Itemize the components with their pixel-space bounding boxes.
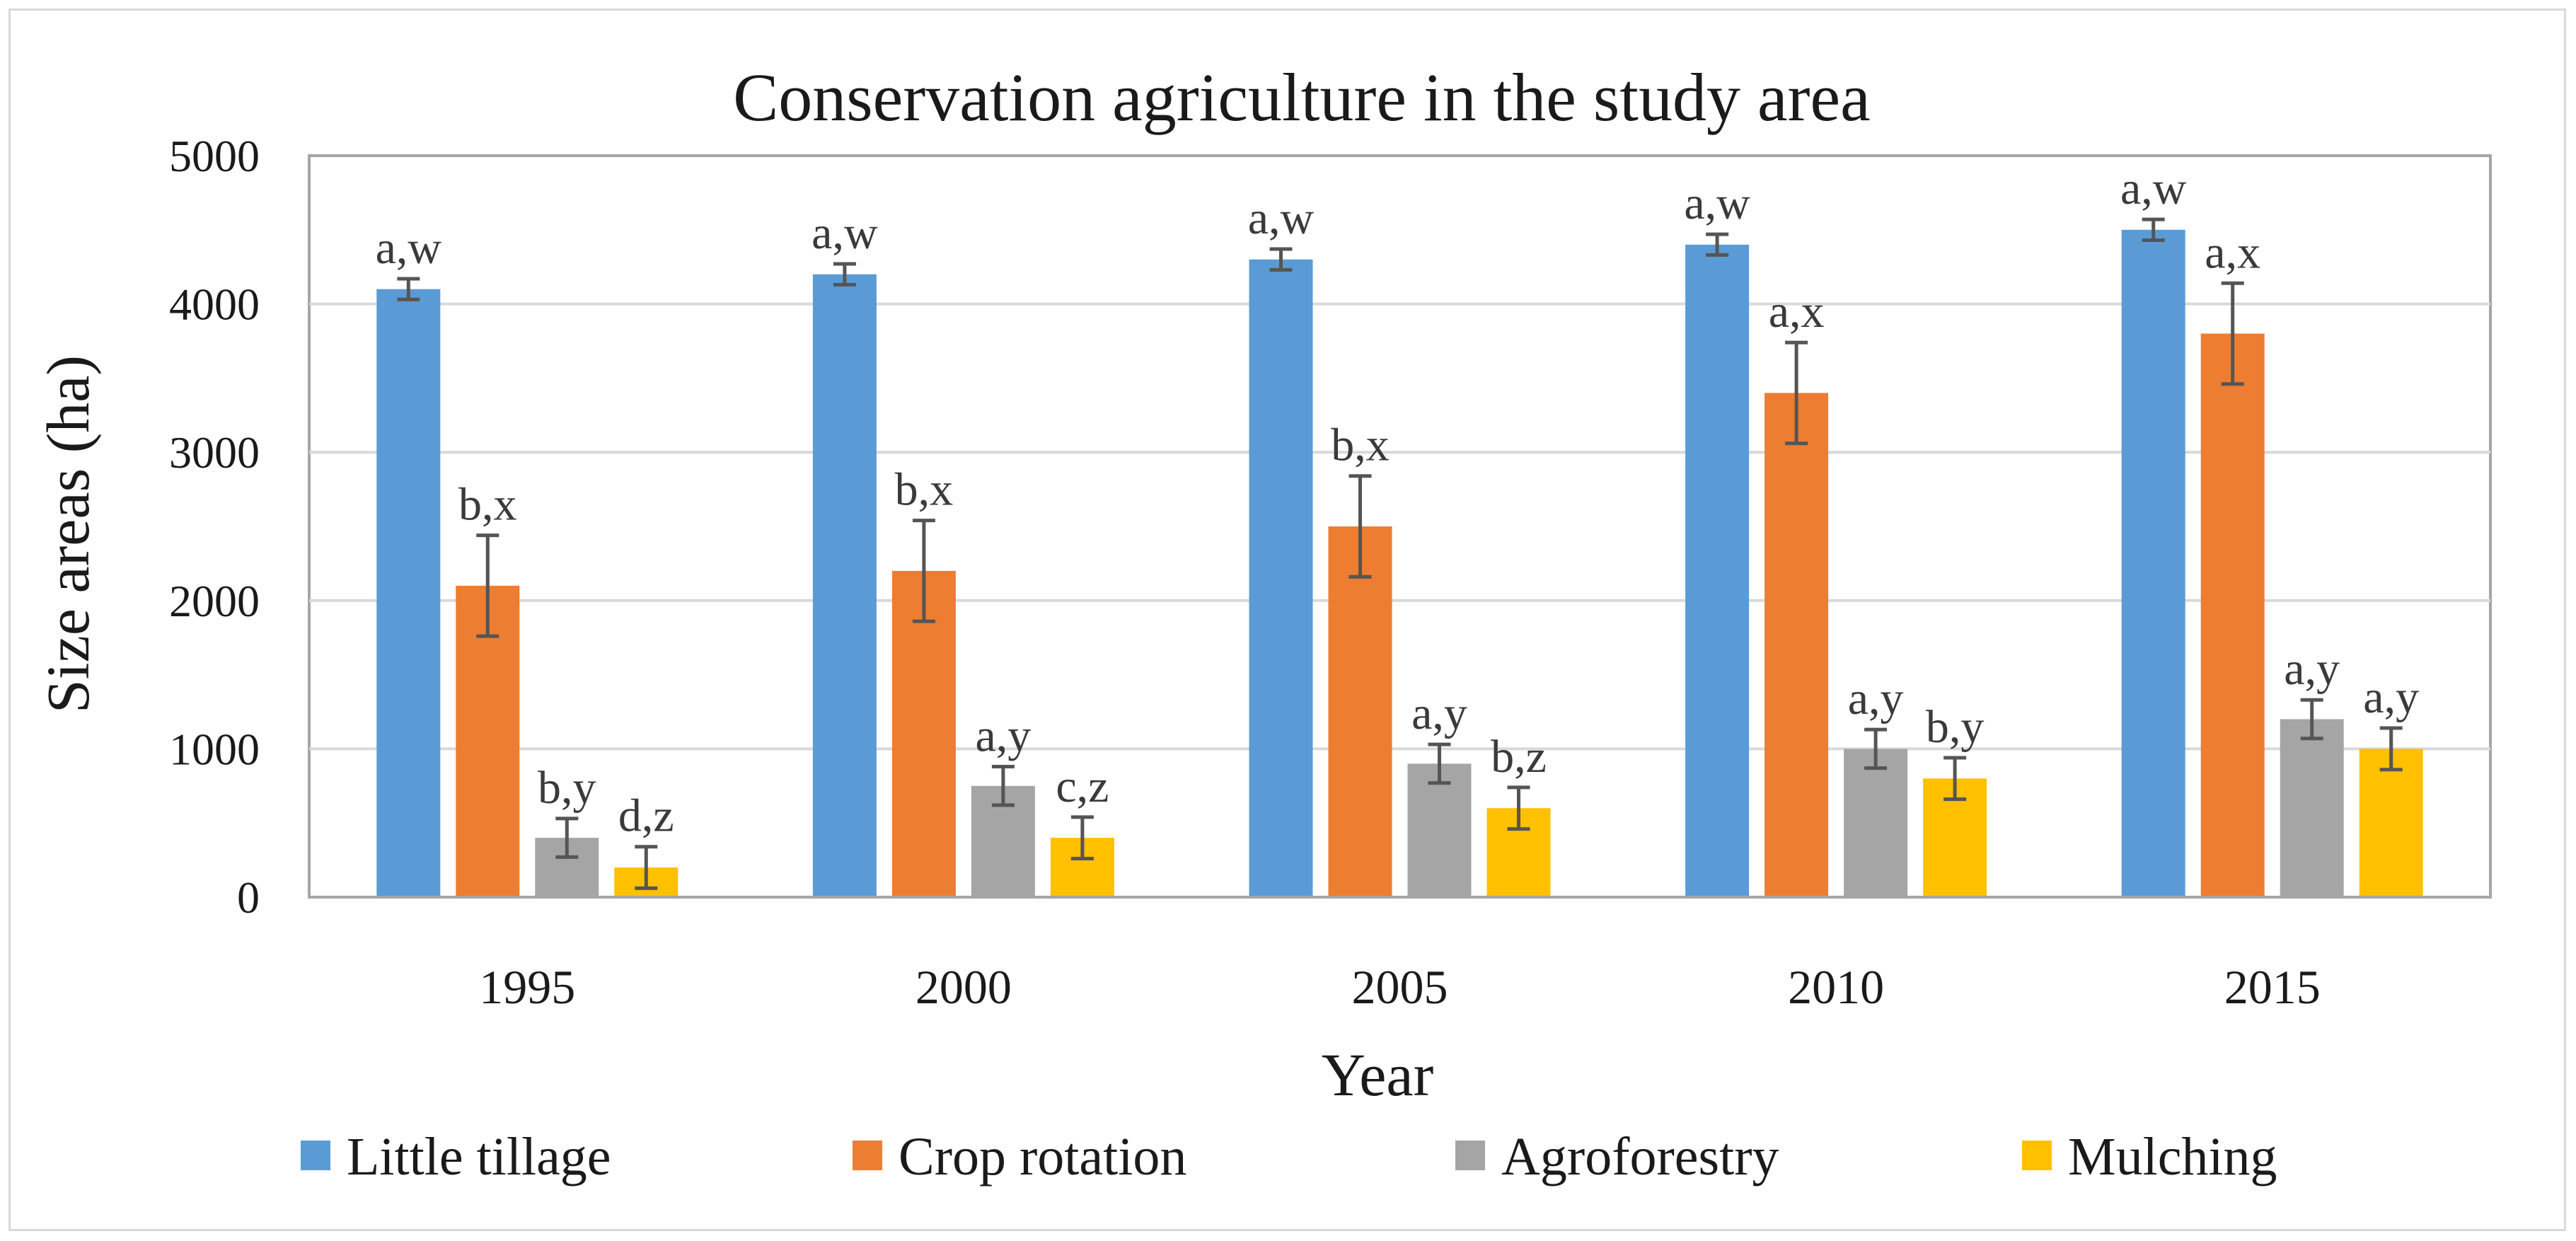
legend-label: Mulching	[2068, 1127, 2277, 1187]
bar-little-tillage	[1249, 259, 1313, 898]
bar-agroforestry	[1844, 749, 1908, 897]
legend-label: Little tillage	[347, 1127, 611, 1187]
legend-swatch-agroforestry	[1455, 1141, 1485, 1170]
legend-swatch-crop-rotation	[853, 1141, 882, 1170]
chart-title: Conservation agriculture in the study ar…	[733, 59, 1870, 135]
bar-crop-rotation	[1764, 393, 1829, 897]
x-tick-label: 1995	[479, 960, 575, 1014]
plot-area: 0 1000 2000 3000 4000 5000 a,w b,x b,y d,z 1995 a,w…	[169, 131, 2492, 1014]
bar-crop-rotation	[2200, 333, 2265, 897]
data-label: a,x	[1769, 286, 1825, 337]
data-label: a,w	[2120, 163, 2187, 214]
legend-swatch-mulching	[2022, 1141, 2052, 1170]
x-tick-label: 2015	[2224, 960, 2321, 1014]
data-label: a,y	[2284, 643, 2340, 695]
bar-little-tillage	[376, 289, 441, 897]
y-tick-label: 0	[237, 872, 260, 923]
legend-label: Agroforestry	[1501, 1127, 1779, 1187]
data-label: a,y	[1411, 688, 1467, 739]
bar-little-tillage	[2121, 229, 2185, 897]
data-label: a,y	[2363, 671, 2419, 723]
data-label: a,w	[376, 222, 442, 274]
y-tick-label: 2000	[169, 576, 260, 626]
data-label: b,x	[458, 479, 517, 531]
data-label: a,w	[1248, 192, 1315, 244]
x-tick-label: 2005	[1352, 960, 1448, 1014]
x-tick-label: 2010	[1788, 960, 1884, 1014]
data-label: a,y	[976, 710, 1032, 762]
data-label: b,x	[895, 464, 954, 516]
legend: Little tillage Crop rotation Agroforestry M…	[301, 1127, 2277, 1187]
data-label: d,z	[618, 790, 674, 842]
legend-swatch-little-tillage	[301, 1141, 330, 1170]
bar-mulching	[2359, 749, 2423, 897]
y-axis-label: Size areas (ha)	[34, 355, 102, 713]
data-label: a,y	[1848, 673, 1904, 725]
y-tick-label: 1000	[169, 724, 260, 774]
legend-label: Crop rotation	[899, 1127, 1186, 1187]
data-label: a,x	[2205, 226, 2260, 278]
y-tick-label: 4000	[169, 279, 260, 330]
x-tick-label: 2000	[916, 960, 1012, 1014]
data-label: a,w	[1684, 178, 1750, 229]
bar-agroforestry	[1407, 763, 1472, 897]
bar-little-tillage	[1685, 244, 1750, 897]
data-label: c,z	[1056, 761, 1109, 812]
data-label: b,z	[1491, 731, 1547, 783]
data-label: b,x	[1331, 420, 1390, 471]
y-tick-label: 5000	[169, 131, 260, 181]
y-tick-label: 3000	[169, 427, 260, 478]
x-axis-label: Year	[1322, 1041, 1433, 1109]
bar-crop-rotation	[1328, 526, 1392, 897]
data-label: b,y	[538, 762, 596, 814]
bar-crop-rotation	[891, 570, 956, 897]
bar-agroforestry	[2280, 719, 2344, 897]
data-label: b,y	[1926, 701, 1985, 753]
data-label: a,w	[812, 207, 878, 259]
bar-little-tillage	[812, 274, 877, 897]
